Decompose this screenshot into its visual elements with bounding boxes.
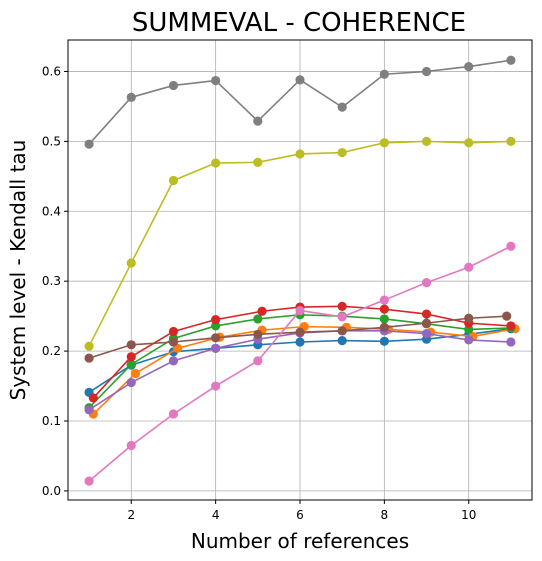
data-point <box>168 337 179 347</box>
y-tick-label: 0.3 <box>42 274 61 288</box>
data-point <box>84 476 94 486</box>
data-point <box>506 241 516 251</box>
data-point <box>211 315 221 325</box>
data-point <box>211 321 221 331</box>
y-axis: 0.0 0.1 0.2 0.3 0.4 0.5 0.6 <box>42 64 68 498</box>
data-point <box>295 337 305 347</box>
data-point <box>211 158 221 168</box>
data-point <box>295 305 305 316</box>
data-point <box>126 92 136 102</box>
data-point <box>168 356 179 366</box>
data-point <box>84 353 94 363</box>
data-point <box>379 138 389 148</box>
data-point <box>421 66 432 77</box>
series-layer <box>84 55 520 486</box>
data-point <box>253 356 263 366</box>
data-point <box>130 368 141 379</box>
y-tick-label: 0.6 <box>42 64 61 78</box>
x-tick-label: 8 <box>381 508 389 522</box>
data-point <box>464 262 474 272</box>
y-tick-label: 0.0 <box>42 484 61 498</box>
data-point <box>253 329 263 339</box>
data-point <box>126 258 136 268</box>
data-point <box>502 311 512 321</box>
data-point <box>379 336 389 346</box>
y-tick-label: 0.2 <box>42 344 61 358</box>
data-point <box>211 381 221 391</box>
y-tick-label: 0.5 <box>42 134 61 148</box>
data-point <box>379 322 389 332</box>
data-point <box>84 139 94 149</box>
data-point <box>295 75 305 85</box>
data-point <box>506 337 516 347</box>
data-point <box>168 409 179 419</box>
data-point <box>506 55 516 65</box>
data-point <box>337 326 347 336</box>
data-point <box>337 312 347 322</box>
data-point <box>126 359 136 369</box>
data-point <box>295 149 305 159</box>
data-point <box>337 336 347 346</box>
data-point <box>253 314 263 324</box>
data-point <box>253 157 263 167</box>
data-point <box>88 393 98 403</box>
data-point <box>211 343 221 353</box>
data-point <box>126 352 136 362</box>
data-point <box>337 102 347 112</box>
data-point <box>337 147 347 158</box>
data-point <box>211 75 221 86</box>
data-point <box>379 295 389 305</box>
data-point <box>295 327 305 337</box>
y-tick-label: 0.1 <box>42 414 61 428</box>
x-tick-label: 6 <box>296 508 304 522</box>
y-axis-label: System level - Kendall tau <box>6 140 30 401</box>
x-tick-label: 10 <box>461 508 476 522</box>
data-point <box>464 61 474 72</box>
x-tick-label: 4 <box>212 508 220 522</box>
series-8 <box>84 55 516 149</box>
series-7 <box>84 241 516 486</box>
data-point <box>168 326 179 337</box>
data-point <box>421 318 432 328</box>
data-point <box>464 313 474 323</box>
data-point <box>464 335 474 345</box>
data-point <box>379 69 389 79</box>
x-axis-label: Number of references <box>191 529 409 553</box>
x-axis: 2 4 6 8 10 <box>127 500 476 522</box>
data-point <box>126 377 136 388</box>
data-point <box>253 116 263 126</box>
y-tick-label: 0.4 <box>42 204 61 218</box>
series-9 <box>84 136 516 351</box>
data-point <box>337 301 347 311</box>
data-point <box>168 80 179 91</box>
data-point <box>421 309 432 319</box>
data-point <box>464 138 474 148</box>
data-point <box>168 175 179 186</box>
data-point <box>84 405 94 415</box>
x-tick-label: 2 <box>127 508 135 522</box>
data-point <box>421 277 432 288</box>
data-point <box>506 321 516 331</box>
data-point <box>379 314 389 324</box>
data-point <box>464 324 474 335</box>
data-point <box>506 136 516 146</box>
data-point <box>421 329 432 339</box>
data-point <box>211 333 221 343</box>
chart-title: SUMMEVAL - COHERENCE <box>132 8 466 38</box>
data-point <box>257 306 267 316</box>
data-point <box>84 341 94 351</box>
data-point <box>379 304 389 314</box>
data-point <box>126 440 136 451</box>
data-point <box>421 136 432 146</box>
data-point <box>126 340 136 350</box>
series-6 <box>84 311 512 363</box>
